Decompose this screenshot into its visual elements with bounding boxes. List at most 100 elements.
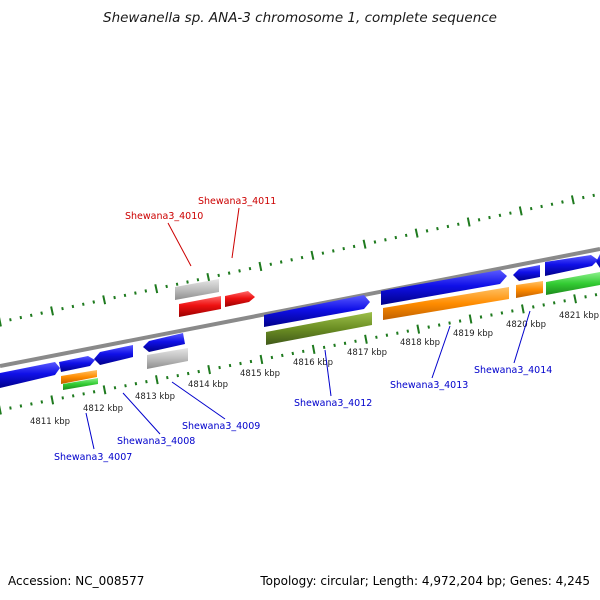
tick-mark [279,260,283,264]
tick-mark [227,271,231,275]
chromosome-backbone [0,247,600,368]
tick-mark [352,244,356,249]
kbp-label: 4814 kbp [188,380,228,390]
gene-label-4010[interactable]: Shewana3_4010 [125,211,203,222]
gene-arrow[interactable] [0,362,60,388]
gene-arrow[interactable] [596,254,600,268]
tick-mark [19,404,23,408]
tick-mark [498,213,502,218]
tick-mark [573,294,577,304]
tick-mark [302,349,305,353]
leader-line-4012 [324,349,332,397]
tick-mark [364,334,368,344]
tick-mark [333,343,336,347]
tick-mark [71,394,75,398]
kbp-label: 4821 kbp [559,311,599,321]
gene-arrow-4007[interactable] [59,356,95,372]
tick-mark [144,289,148,293]
gene-label-4012[interactable]: Shewana3_4012 [294,398,372,409]
tick-mark [436,226,439,231]
tick-mark [343,341,347,345]
tick-mark [248,266,252,271]
tick-mark [19,315,23,320]
gene-gray-4009[interactable] [147,348,188,369]
tick-mark [50,395,55,405]
tick-mark [102,385,107,395]
tick-mark [570,195,575,205]
gene-red-4011[interactable] [225,291,255,307]
gene-orange-4013[interactable] [383,287,509,320]
tick-mark [176,374,179,378]
tick-mark [50,306,54,316]
map-title: Shewanella sp. ANA-3 chromosome 1, compl… [103,10,497,26]
tick-mark [384,238,387,242]
tick-mark [394,235,398,240]
gene-green[interactable] [546,272,600,295]
tick-mark [584,295,587,299]
tick-mark [92,390,96,394]
kbp-label: 4818 kbp [400,338,440,348]
tick-mark [206,272,211,283]
gene-arrow-4014[interactable] [513,265,540,281]
leader-line-4014 [513,310,531,364]
topology-summary: Topology: circular; Length: 4,972,204 bp… [260,574,590,588]
gene-gray-4010[interactable] [175,279,219,300]
tick-mark [322,345,326,349]
gene-labels: Shewana3_4007 Shewana3_4008 Shewana3_400… [54,196,552,463]
tick-mark [92,300,96,304]
tick-mark [457,222,460,226]
tick-mark [437,323,441,327]
gene-orange-4014[interactable] [516,281,543,298]
gene-orange-4007[interactable] [61,370,97,384]
tick-mark [218,365,221,370]
tick-tracks [0,193,598,415]
gene-label-4014[interactable]: Shewana3_4014 [474,365,552,376]
tick-mark [511,309,514,313]
gene-olive-4012[interactable] [266,312,372,345]
kbp-label: 4817 kbp [347,348,387,358]
tick-mark [406,329,410,333]
tick-mark [354,339,357,343]
gene-label-4013[interactable]: Shewana3_4013 [390,380,468,391]
tick-mark [238,269,241,273]
leader-line-4009 [171,381,226,420]
tick-mark [477,218,481,222]
gene-label-4011[interactable]: Shewana3_4011 [198,196,276,207]
tick-mark [448,321,451,325]
gene-arrow-4009[interactable] [143,333,185,352]
tick-mark [186,371,190,376]
tick-mark [332,249,335,253]
gene-green-4007[interactable] [63,378,98,390]
kbp-label: 4812 kbp [83,404,123,414]
tick-mark [500,311,504,315]
gene-label-4007[interactable]: Shewana3_4007 [54,452,132,463]
tick-mark [446,224,450,229]
gene-red-4010[interactable] [179,296,221,317]
gene-label-4009[interactable]: Shewana3_4009 [182,421,260,432]
tick-mark [134,382,138,386]
gene-arrow-4012[interactable] [264,295,370,327]
gene-arrow[interactable] [545,255,598,276]
tick-mark [259,354,264,365]
tick-mark [479,315,483,319]
tick-mark [71,304,75,309]
tick-mark [582,195,585,200]
tick-mark [529,206,533,211]
tick-mark [113,386,117,390]
tick-mark [269,262,273,266]
tick-mark [521,304,525,314]
tick-mark [155,375,159,385]
tick-mark [542,303,545,307]
tick-mark [509,211,512,215]
tick-mark [196,278,200,282]
tick-mark [207,365,211,375]
tick-mark [123,293,127,298]
accession-text: Accession: NC_008577 [8,574,145,588]
gene-arrow-4008[interactable] [94,345,133,365]
tick-mark [290,258,293,262]
tick-mark [0,405,2,415]
gene-label-4008[interactable]: Shewana3_4008 [117,436,195,447]
kbp-label: 4811 kbp [30,417,70,427]
gene-arrow-4013[interactable] [381,270,507,305]
tick-mark [375,335,378,339]
